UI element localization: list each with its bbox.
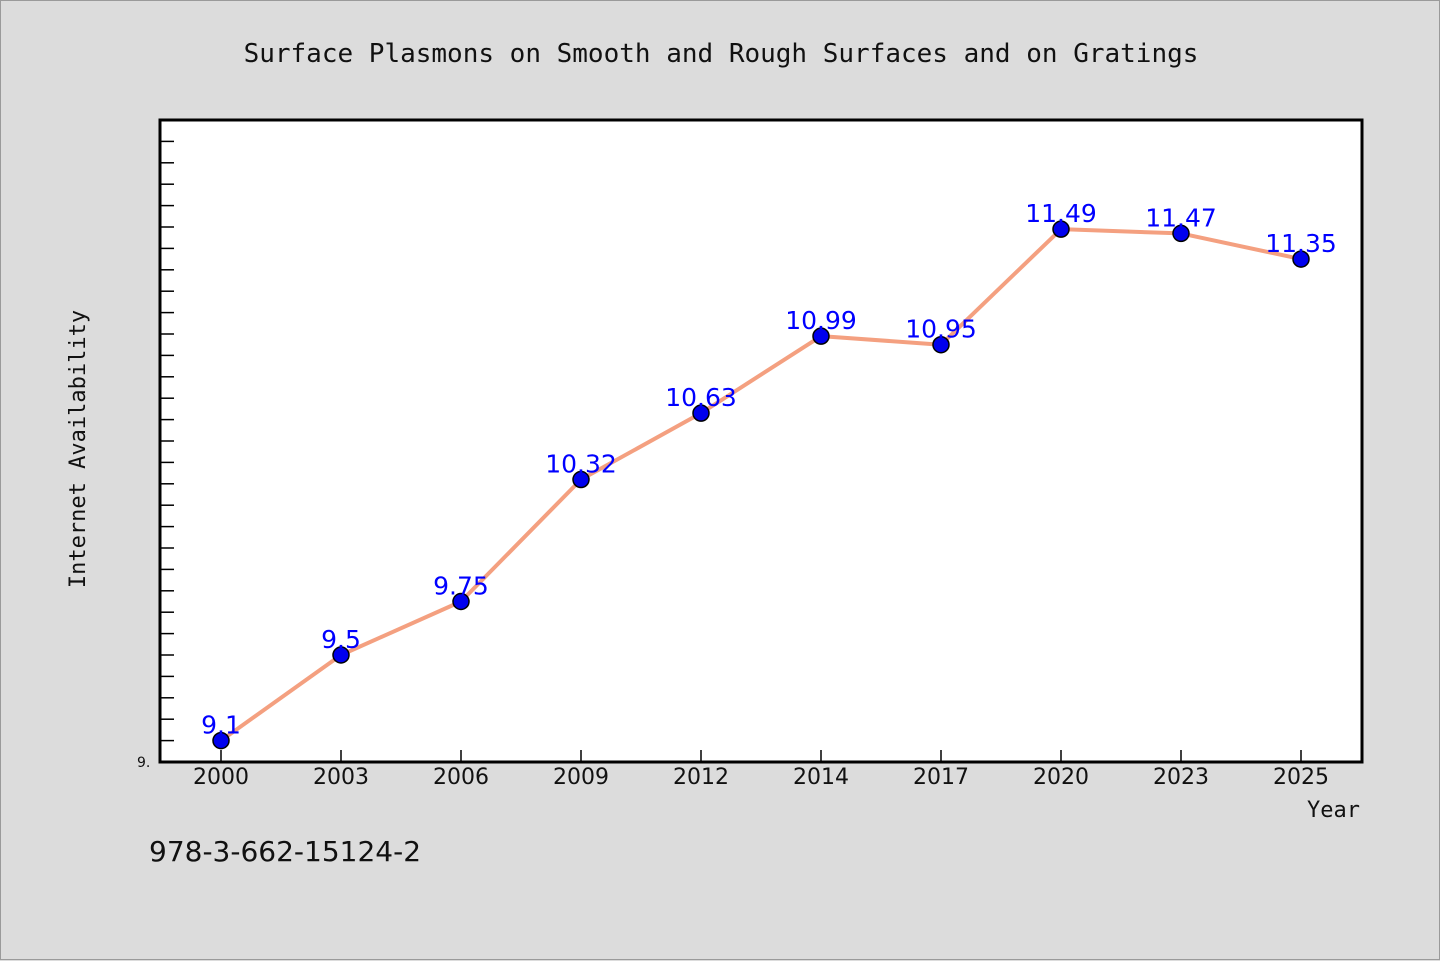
data-label: 11.35: [1265, 229, 1337, 258]
x-tick-label: 2020: [1033, 765, 1089, 790]
chart-title: Surface Plasmons on Smooth and Rough Sur…: [244, 39, 1199, 69]
data-label: 9.5: [321, 625, 361, 654]
data-label: 10.32: [545, 450, 617, 479]
data-point: [1052, 220, 1070, 238]
data-point: [1292, 250, 1310, 268]
y-axis-label: Internet Availability: [66, 310, 91, 588]
data-point: [812, 327, 830, 345]
data-point: [332, 646, 350, 664]
x-tick-label: 2025: [1273, 765, 1329, 790]
data-label: 10.63: [665, 383, 737, 412]
series-line: [219, 227, 1302, 743]
data-label: 10.95: [905, 315, 977, 344]
x-tick-label: 2009: [553, 765, 609, 790]
plot-area: [158, 118, 1364, 764]
data-label: 9.75: [433, 572, 489, 601]
series-markers: [212, 220, 1310, 750]
x-tick-label: 2000: [193, 765, 249, 790]
x-tick-label: 2006: [433, 765, 489, 790]
data-label: 10.99: [785, 306, 857, 335]
y-axis-ticks: [160, 119, 174, 763]
data-point: [932, 335, 950, 354]
x-tick-label: 2014: [793, 765, 849, 790]
data-labels: 9.1 9.5 9.75 10.32 10.63 10.99 10.95 11.49 11.47…: [201, 199, 1337, 739]
x-axis-label: Year: [1307, 798, 1360, 823]
data-point: [1172, 224, 1190, 243]
x-tick-label: 2023: [1153, 765, 1209, 790]
x-tick-label: 2003: [313, 765, 369, 790]
x-tick-label: 2017: [913, 765, 969, 790]
isbn-footer: 978-3-662-15124-2: [149, 835, 422, 868]
data-point: [212, 731, 230, 750]
data-label: 11.49: [1025, 199, 1097, 228]
data-point: [692, 404, 710, 422]
x-axis-tick-labels: 2000 2003 2006 2009 2012 2014 2017 2020 2023 2025: [193, 765, 1329, 790]
y-tick-label: 9.: [137, 755, 150, 771]
x-tick-label: 2012: [673, 765, 729, 790]
data-label: 9.1: [201, 711, 241, 740]
data-label: 11.47: [1145, 203, 1217, 232]
data-point: [572, 470, 590, 489]
data-point: [452, 592, 470, 611]
x-axis-ticks: [220, 750, 1302, 762]
